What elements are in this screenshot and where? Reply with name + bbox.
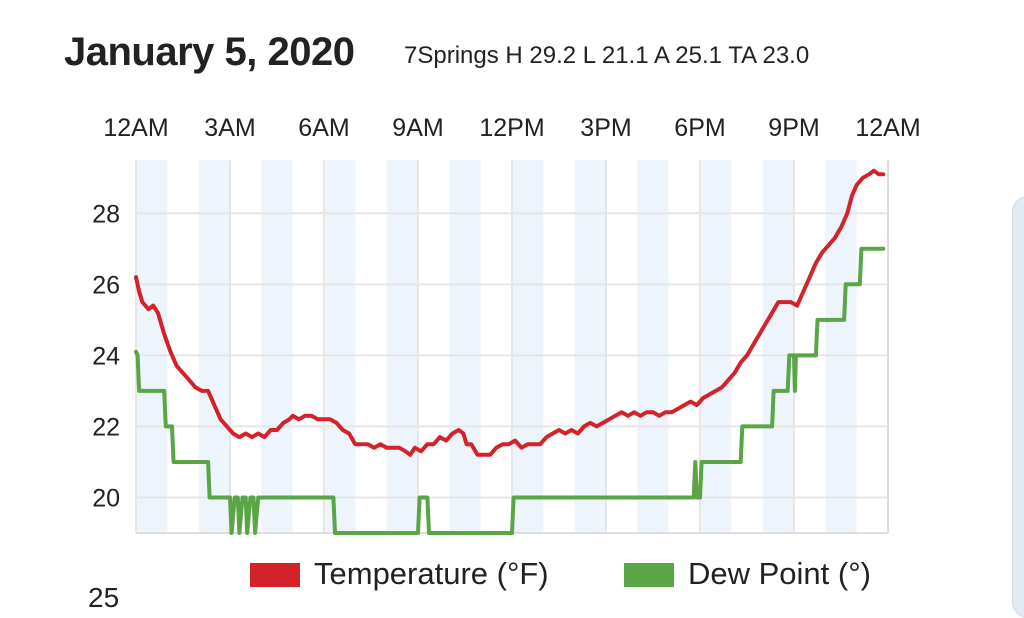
x-tick-label: 3PM bbox=[580, 114, 631, 142]
hour-band bbox=[261, 160, 293, 533]
hour-band bbox=[324, 160, 356, 533]
y-tick-label: 26 bbox=[92, 271, 120, 299]
x-tick-label: 6AM bbox=[298, 114, 349, 142]
hour-band bbox=[198, 160, 230, 533]
hour-band bbox=[762, 160, 794, 533]
y-tick-label: 22 bbox=[92, 413, 120, 441]
hour-band bbox=[449, 160, 481, 533]
chart-legend: Temperature (°F) Dew Point (°) bbox=[250, 554, 910, 594]
legend-swatch-dew-point bbox=[624, 563, 674, 587]
page-title: January 5, 2020 bbox=[64, 30, 355, 74]
legend-swatch-temperature bbox=[250, 563, 300, 587]
x-tick-label: 9PM bbox=[768, 114, 819, 142]
hour-band bbox=[637, 160, 669, 533]
next-chart-axis-label: 25 bbox=[88, 582, 120, 613]
hour-band bbox=[512, 160, 544, 533]
legend-label-dew-point: Dew Point (°) bbox=[688, 556, 871, 591]
y-tick-label: 28 bbox=[92, 200, 120, 228]
x-tick-label: 12PM bbox=[479, 114, 544, 142]
hour-band bbox=[136, 160, 168, 533]
x-tick-label: 6PM bbox=[674, 114, 725, 142]
x-tick-label: 9AM bbox=[392, 114, 443, 142]
legend-label-temperature: Temperature (°F) bbox=[314, 556, 549, 591]
x-tick-label: 3AM bbox=[204, 114, 255, 142]
hour-band bbox=[386, 160, 418, 533]
y-tick-label: 20 bbox=[92, 484, 120, 512]
hour-band bbox=[825, 160, 857, 533]
hour-band bbox=[700, 160, 732, 533]
x-tick-label: 12AM bbox=[855, 114, 920, 142]
dew-point-line bbox=[134, 246, 886, 535]
y-tick-label: 24 bbox=[92, 342, 120, 370]
x-tick-label: 12AM bbox=[103, 114, 168, 142]
weather-chart: 20 22 24 26 28 12AM 3AM 6AM 9AM 12PM 3PM 6PM 9PM 12AM bbox=[92, 114, 921, 535]
hour-band bbox=[574, 160, 606, 533]
temperature-line bbox=[134, 168, 886, 457]
weather-summary: 7Springs H 29.2 L 21.1 A 25.1 TA 23.0 bbox=[404, 42, 810, 69]
